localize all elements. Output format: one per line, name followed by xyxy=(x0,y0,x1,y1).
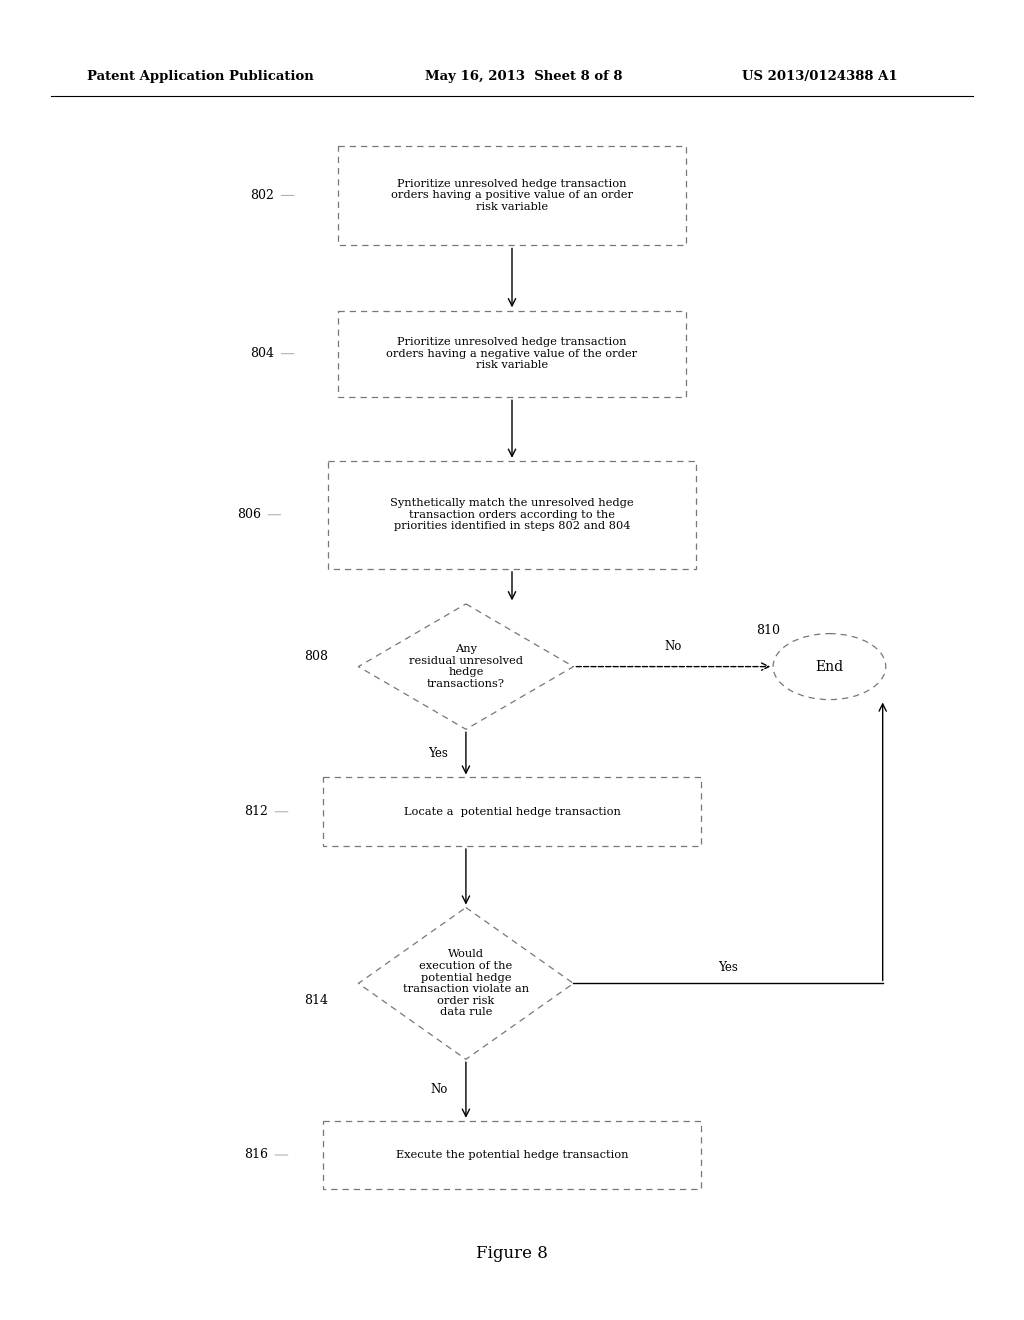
Text: May 16, 2013  Sheet 8 of 8: May 16, 2013 Sheet 8 of 8 xyxy=(425,70,623,83)
Text: Figure 8: Figure 8 xyxy=(476,1246,548,1262)
FancyBboxPatch shape xyxy=(328,461,696,569)
Text: Prioritize unresolved hedge transaction
orders having a positive value of an ord: Prioritize unresolved hedge transaction … xyxy=(391,178,633,213)
Text: 808: 808 xyxy=(304,649,328,663)
Text: Prioritize unresolved hedge transaction
orders having a negative value of the or: Prioritize unresolved hedge transaction … xyxy=(386,337,638,371)
Polygon shape xyxy=(358,908,573,1059)
Text: Yes: Yes xyxy=(428,747,447,760)
Text: Locate a  potential hedge transaction: Locate a potential hedge transaction xyxy=(403,807,621,817)
Text: No: No xyxy=(665,640,682,653)
Polygon shape xyxy=(358,605,573,729)
Text: 810: 810 xyxy=(757,624,780,638)
FancyBboxPatch shape xyxy=(338,312,686,397)
FancyBboxPatch shape xyxy=(323,1121,701,1189)
Text: Would
execution of the
potential hedge
transaction violate an
order risk
data ru: Would execution of the potential hedge t… xyxy=(402,949,529,1018)
Text: Any
residual unresolved
hedge
transactions?: Any residual unresolved hedge transactio… xyxy=(409,644,523,689)
FancyBboxPatch shape xyxy=(323,777,701,846)
Text: Synthetically match the unresolved hedge
transaction orders according to the
pri: Synthetically match the unresolved hedge… xyxy=(390,498,634,532)
Text: 812: 812 xyxy=(245,805,268,818)
Text: Patent Application Publication: Patent Application Publication xyxy=(87,70,313,83)
Text: Execute the potential hedge transaction: Execute the potential hedge transaction xyxy=(395,1150,629,1160)
Text: 806: 806 xyxy=(238,508,261,521)
Text: No: No xyxy=(430,1084,447,1097)
FancyBboxPatch shape xyxy=(338,145,686,244)
Text: 804: 804 xyxy=(251,347,274,360)
Text: Yes: Yes xyxy=(718,961,738,974)
Ellipse shape xyxy=(773,634,886,700)
Text: US 2013/0124388 A1: US 2013/0124388 A1 xyxy=(742,70,898,83)
Text: 802: 802 xyxy=(251,189,274,202)
Text: 816: 816 xyxy=(245,1148,268,1162)
Text: 814: 814 xyxy=(304,994,328,1007)
Text: End: End xyxy=(815,660,844,673)
